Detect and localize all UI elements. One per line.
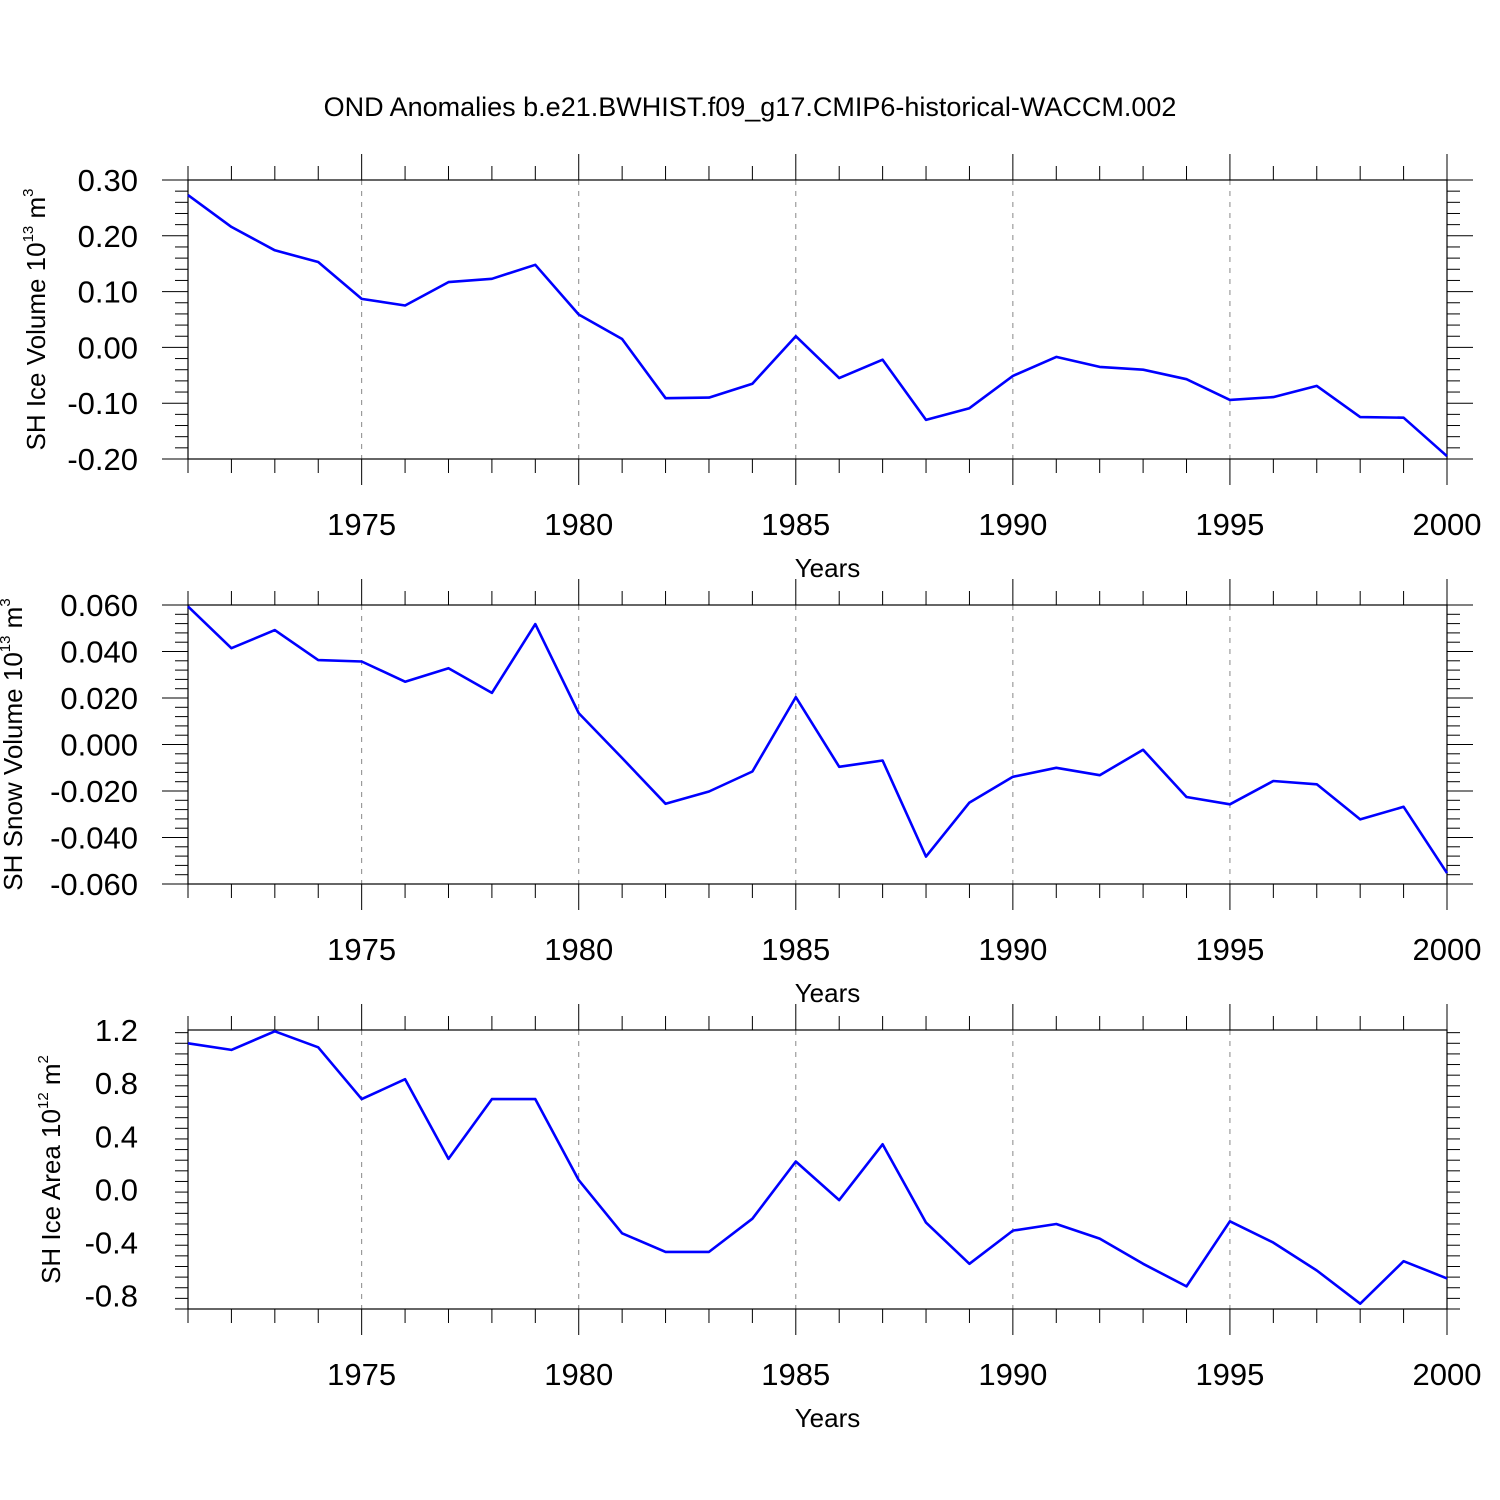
x-tick-label: 1985 — [761, 932, 830, 967]
x-tick-label: 1995 — [1195, 1357, 1264, 1392]
y-tick-label: 0.20 — [78, 219, 138, 254]
x-tick-label: 2000 — [1413, 932, 1482, 967]
x-tick-label: 1990 — [978, 1357, 1047, 1392]
x-tick-label: 1975 — [327, 932, 396, 967]
x-axis-title: Years — [795, 1403, 861, 1433]
y-tick-label: -0.8 — [85, 1279, 138, 1314]
chart-panels: 1975 1980 1985 1990 1995 2000 Years -0.20 -0.10 0… — [0, 154, 1481, 1433]
y-tick-label: 0.000 — [60, 728, 138, 763]
x-tick-label: 1990 — [978, 507, 1047, 542]
x-tick-label: 1980 — [544, 1357, 613, 1392]
y-tick-label: 0.8 — [95, 1066, 138, 1101]
y-tick-label: -0.20 — [67, 442, 138, 477]
plot-frame — [187, 604, 1448, 885]
chart-panel-2: 1975 1980 1985 1990 1995 2000 Years -0.060 -0.04… — [0, 579, 1481, 1008]
y-tick-label: -0.040 — [50, 821, 138, 856]
series-line — [187, 194, 1448, 458]
series-line — [187, 1030, 1448, 1305]
x-tick-label: 1975 — [327, 507, 396, 542]
y-axis-title: SH Ice Volume 1013 m3 — [20, 188, 51, 450]
y-tick-label: 0.040 — [60, 635, 138, 670]
plot-frame — [187, 1029, 1448, 1310]
y-tick-label: -0.4 — [85, 1226, 138, 1261]
y-tick-label: 0.00 — [78, 330, 138, 365]
x-axis-title: Years — [795, 978, 861, 1008]
x-tick-label: 1985 — [761, 1357, 830, 1392]
plot-frame — [187, 179, 1448, 460]
y-tick-label: 0.0 — [95, 1172, 138, 1207]
y-axis-title: SH Snow Volume 1013 m3 — [0, 598, 28, 890]
y-tick-label: -0.020 — [50, 774, 138, 809]
y-tick-label: -0.10 — [67, 386, 138, 421]
y-tick-label: 0.10 — [78, 275, 138, 310]
x-tick-label: 1980 — [544, 932, 613, 967]
chart-panel-1: 1975 1980 1985 1990 1995 2000 Years -0.20 -0.10 0… — [20, 154, 1481, 583]
y-tick-label: 1.2 — [95, 1013, 138, 1048]
y-tick-label: 0.060 — [60, 588, 138, 623]
y-tick-label: 0.4 — [95, 1119, 138, 1154]
x-tick-label: 2000 — [1413, 1357, 1482, 1392]
x-tick-label: 1980 — [544, 507, 613, 542]
x-axis-title: Years — [795, 553, 861, 583]
y-tick-label: 0.020 — [60, 681, 138, 716]
chart-panel-3: 1975 1980 1985 1990 1995 2000 Years -0.8 -0.4 0.0… — [35, 1004, 1481, 1433]
chart-title: OND Anomalies b.e21.BWHIST.f09_g17.CMIP6… — [324, 92, 1177, 122]
x-tick-label: 1985 — [761, 507, 830, 542]
x-tick-label: 1990 — [978, 932, 1047, 967]
x-tick-label: 1995 — [1195, 932, 1264, 967]
x-tick-label: 2000 — [1413, 507, 1482, 542]
series-line — [187, 605, 1449, 874]
y-tick-label: -0.060 — [50, 867, 138, 902]
y-tick-label: 0.30 — [78, 163, 138, 198]
x-tick-label: 1975 — [327, 1357, 396, 1392]
x-tick-label: 1995 — [1195, 507, 1264, 542]
y-axis-title: SH Ice Area 1012 m2 — [35, 1055, 66, 1284]
